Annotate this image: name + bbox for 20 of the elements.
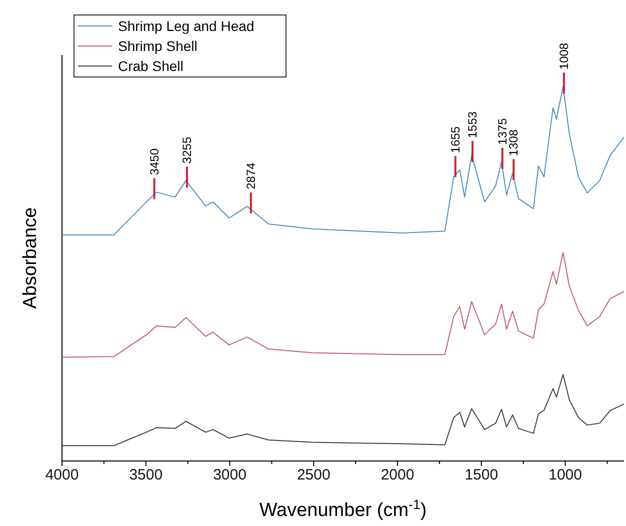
legend-label: Shrimp Leg and Head — [118, 18, 254, 34]
annotation: 3450 — [147, 148, 162, 176]
annotation: 1375 — [495, 118, 510, 145]
y-axis-title: Absorbance — [20, 207, 41, 309]
annotation: 3255 — [180, 136, 194, 164]
annotation: 1308 — [506, 129, 521, 156]
annotation: 1008 — [556, 42, 571, 70]
x-axis-title: Wavenumber (cm$^{-1}$) — [259, 496, 427, 521]
x-tick-label: 2000 — [380, 466, 414, 484]
x-tick-label: 3500 — [129, 466, 163, 484]
x-tick-label: 2500 — [296, 466, 330, 484]
annotation: 1655 — [448, 126, 462, 154]
annotation: 1553 — [466, 111, 480, 138]
annotation: 2874 — [244, 162, 258, 190]
legend-label: Crab Shell — [118, 58, 184, 74]
x-tick-label: 1000 — [548, 466, 582, 484]
x-tick-label: 3000 — [213, 466, 246, 484]
x-tick-label: 4000 — [45, 466, 79, 484]
legend-label: Shrimp Shell — [118, 38, 198, 54]
x-tick-label: 1500 — [464, 466, 498, 484]
